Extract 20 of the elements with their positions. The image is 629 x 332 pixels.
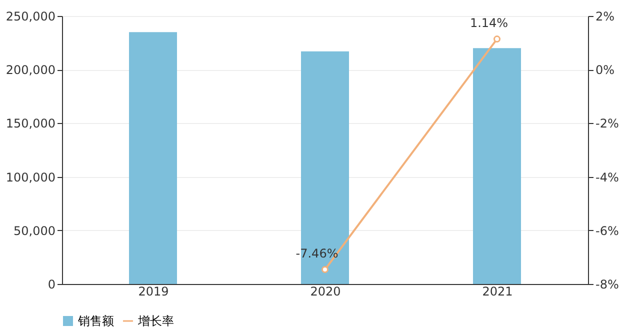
x-tick-label: 2020: [310, 284, 341, 298]
y2-tick-label: -4%: [596, 170, 619, 184]
y-tick-label: 200,000: [6, 63, 56, 78]
bar: [473, 48, 521, 284]
x-tick-label: 2021: [482, 284, 513, 298]
x-tick-label: 2019: [138, 284, 169, 298]
legend-label: 销售额: [77, 314, 114, 328]
y2-tick-label: -2%: [596, 116, 619, 131]
y-tick-label: 250,000: [6, 10, 56, 24]
y2-tick-label: 0%: [596, 63, 615, 78]
y-tick-label: 0: [48, 278, 56, 292]
y2-tick-label: -6%: [596, 224, 619, 238]
bar: [129, 32, 177, 284]
y2-tick-label: -8%: [596, 278, 619, 292]
y2-tick-label: 2%: [596, 10, 615, 24]
data-label: 1.14%: [470, 16, 508, 30]
legend-label: 增长率: [137, 314, 174, 328]
y-tick-label: 50,000: [14, 224, 56, 238]
y-tick-label: 150,000: [6, 116, 56, 131]
y-tick-label: 100,000: [6, 170, 56, 184]
